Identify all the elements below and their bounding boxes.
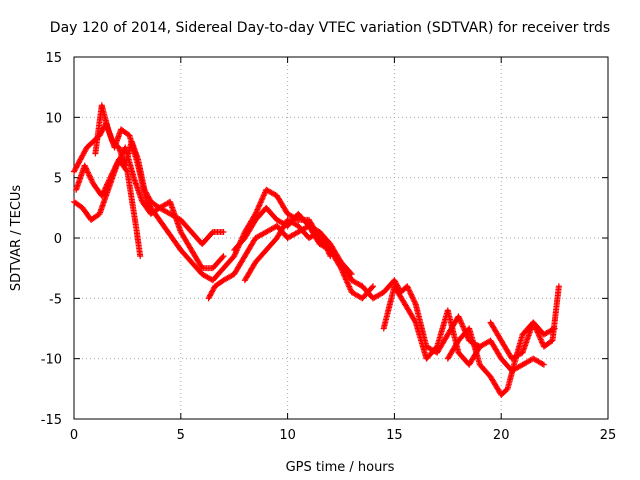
data-point: [347, 270, 354, 277]
data-point: [406, 287, 413, 294]
data-point: [111, 166, 118, 173]
series-track: [487, 319, 558, 362]
data-point: [101, 187, 108, 194]
data-point: [81, 162, 88, 169]
data-point: [112, 163, 119, 170]
x-tick-label: 5: [177, 428, 185, 443]
x-tick-label: 10: [279, 428, 296, 443]
data-point: [348, 271, 355, 278]
data-point: [104, 181, 111, 188]
data-point: [111, 164, 118, 171]
y-axis-label: SDTVAR / TECUs: [9, 185, 24, 292]
data-point: [540, 361, 547, 368]
data-point: [118, 152, 125, 159]
data-point: [110, 167, 117, 174]
data-point: [118, 151, 125, 158]
data-point: [106, 176, 113, 183]
data-point: [86, 173, 93, 180]
data-point: [409, 294, 416, 301]
data-point: [109, 170, 116, 177]
series-track: [177, 186, 377, 302]
data-point: [87, 175, 94, 182]
data-point: [82, 163, 89, 170]
data-point: [404, 283, 411, 290]
data-point: [408, 291, 415, 298]
data-point: [405, 286, 412, 293]
x-tick-label: 0: [70, 428, 78, 443]
data-point: [100, 189, 107, 196]
data-point: [220, 253, 227, 260]
data-point: [98, 192, 105, 199]
series-track: [241, 216, 355, 284]
x-tick-label: 25: [600, 428, 617, 443]
data-point: [539, 360, 546, 367]
data-point: [107, 174, 114, 181]
data-point: [86, 172, 93, 179]
data-point: [85, 170, 92, 177]
data-point: [370, 283, 377, 290]
data-point: [411, 298, 418, 305]
data-point: [109, 169, 116, 176]
y-tick-label: 5: [54, 172, 62, 187]
data-point: [476, 343, 483, 350]
data-marks: [71, 102, 562, 398]
data-point: [410, 297, 417, 304]
data-point: [551, 325, 558, 332]
data-point: [137, 253, 144, 260]
data-point: [123, 167, 130, 174]
data-point: [107, 173, 114, 180]
data-point: [219, 254, 226, 261]
y-tick-label: -5: [49, 292, 62, 307]
data-point: [103, 183, 110, 190]
data-point: [555, 283, 562, 290]
data-point: [406, 288, 413, 295]
data-point: [102, 185, 109, 192]
data-point: [88, 176, 95, 183]
x-tick-label: 15: [386, 428, 403, 443]
data-point: [407, 290, 414, 297]
y-tick-label: -15: [41, 413, 62, 428]
y-tick-label: 0: [54, 232, 62, 247]
data-point: [410, 295, 417, 302]
y-tick-label: 15: [45, 51, 62, 66]
data-point: [220, 228, 227, 235]
x-tick-label: 20: [493, 428, 510, 443]
gridlines: [74, 57, 608, 419]
data-point: [99, 191, 106, 198]
data-point: [82, 165, 89, 172]
y-tick-label: -10: [41, 353, 62, 368]
data-point: [550, 326, 557, 333]
data-point: [105, 178, 112, 185]
data-point: [102, 184, 109, 191]
x-axis-label: GPS time / hours: [286, 460, 395, 475]
data-point: [408, 293, 415, 300]
series-track: [380, 283, 483, 368]
data-point: [369, 284, 376, 291]
axis-ticks: 0 5 10 15 20 25 -15 -10 -5 0 5 10 15: [41, 51, 617, 443]
series-track: [92, 102, 184, 254]
data-point: [105, 177, 112, 184]
data-point: [104, 180, 111, 187]
series-track: [73, 156, 144, 260]
data-point: [100, 188, 107, 195]
data-point: [411, 318, 418, 325]
data-point: [113, 162, 120, 169]
data-point: [84, 169, 91, 176]
chart-title: Day 120 of 2014, Sidereal Day-to-day VTE…: [50, 20, 610, 36]
data-point: [412, 299, 419, 306]
data-point: [88, 177, 95, 184]
data-point: [108, 171, 115, 178]
y-tick-label: 10: [45, 111, 62, 126]
data-point: [404, 284, 411, 291]
data-point: [84, 168, 91, 175]
data-point: [83, 166, 90, 173]
